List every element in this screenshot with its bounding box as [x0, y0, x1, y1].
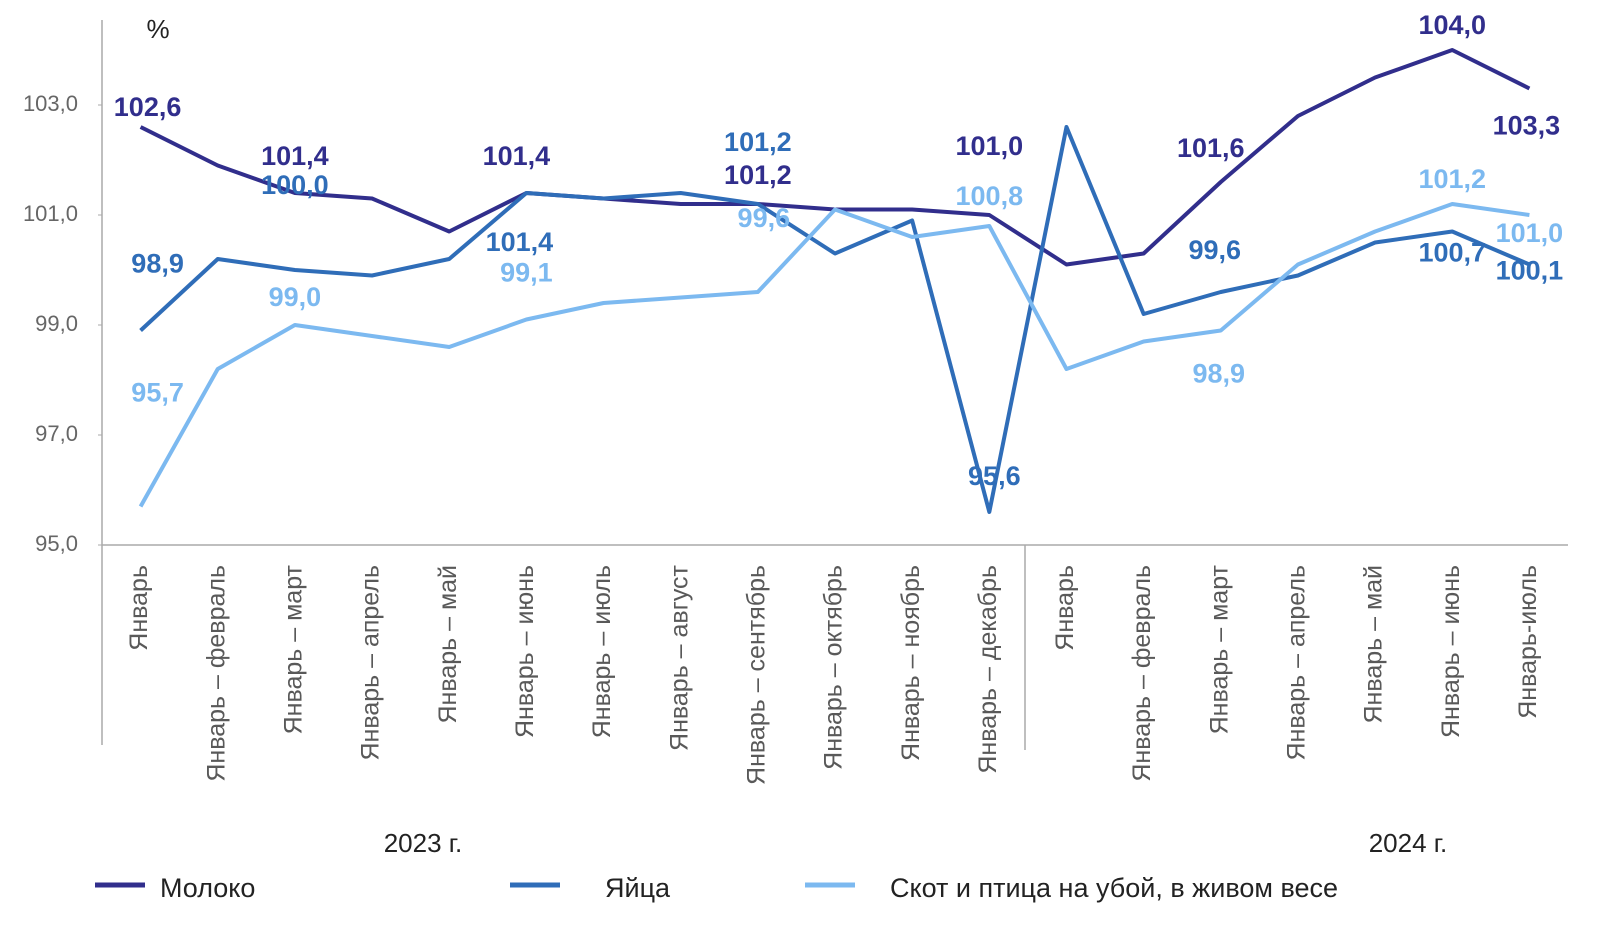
series-line	[138, 202, 1530, 508]
data-label: 95,6	[968, 461, 1021, 491]
data-label: 98,9	[1193, 359, 1246, 389]
legend-label: Скот и птица на убой, в живом весе	[890, 873, 1338, 903]
data-label: 101,0	[1496, 218, 1564, 248]
x-tick-label: Январь – июнь	[1437, 565, 1465, 738]
data-label: 101,2	[724, 127, 792, 157]
series-line	[139, 125, 1531, 514]
year-label: 2024 г.	[1369, 828, 1448, 858]
y-tick-label: 97,0	[35, 421, 78, 446]
x-tick-label: Январь-июль	[1514, 565, 1542, 719]
x-tick-label: Январь – февраль	[202, 565, 230, 782]
data-label: 101,2	[1418, 164, 1486, 194]
x-tick-label: Январь – май	[1360, 565, 1388, 724]
data-label: 101,4	[486, 227, 554, 257]
y-tick-label: 101,0	[23, 201, 78, 226]
data-label: 100,8	[956, 181, 1024, 211]
data-label: 100,0	[261, 170, 329, 200]
x-tick-label: Январь – ноябрь	[897, 565, 925, 761]
data-label: 98,9	[131, 249, 184, 279]
data-label: 101,6	[1177, 133, 1245, 163]
data-label: 99,1	[500, 258, 553, 288]
legend-label: Яйца	[605, 873, 671, 903]
x-tick-label: Январь	[1051, 565, 1079, 651]
data-label: 99,0	[269, 282, 322, 312]
data-label: 99,6	[738, 203, 791, 233]
x-tick-label: Январь – май	[434, 565, 462, 724]
x-tick-label: Январь	[125, 565, 153, 651]
x-tick-label: Январь – март	[280, 564, 308, 734]
x-tick-label: Январь – декабрь	[974, 565, 1002, 774]
data-label: 99,6	[1189, 235, 1242, 265]
data-label: 102,6	[114, 92, 182, 122]
y-tick-label: 103,0	[23, 91, 78, 116]
data-label: 101,4	[483, 141, 551, 171]
x-tick-label: Январь – март	[1205, 564, 1233, 734]
series-line	[139, 48, 1531, 267]
x-tick-label: Январь – апрель	[1283, 565, 1311, 761]
x-tick-label: Январь – февраль	[1128, 565, 1156, 782]
unit-label: %	[146, 14, 169, 44]
data-label: 101,2	[724, 160, 792, 190]
data-label: 101,0	[956, 131, 1024, 161]
data-label: 100,7	[1418, 238, 1486, 268]
x-tick-label: Январь – июнь	[511, 565, 539, 738]
legend-label: Молоко	[160, 873, 255, 903]
x-tick-label: Январь – октябрь	[820, 565, 848, 770]
data-label: 101,4	[261, 141, 329, 171]
x-tick-label: Январь – сентябрь	[742, 565, 770, 785]
y-tick-label: 99,0	[35, 311, 78, 336]
x-tick-label: Январь – август	[665, 564, 693, 751]
year-label: 2023 г.	[384, 828, 463, 858]
x-tick-label: Январь – апрель	[357, 565, 385, 761]
y-tick-label: 95,0	[35, 531, 78, 556]
data-label: 100,1	[1496, 256, 1564, 286]
data-label: 95,7	[131, 378, 184, 408]
data-label: 103,3	[1493, 111, 1561, 141]
data-label: 104,0	[1418, 10, 1486, 40]
x-tick-label: Январь – июль	[588, 565, 616, 738]
